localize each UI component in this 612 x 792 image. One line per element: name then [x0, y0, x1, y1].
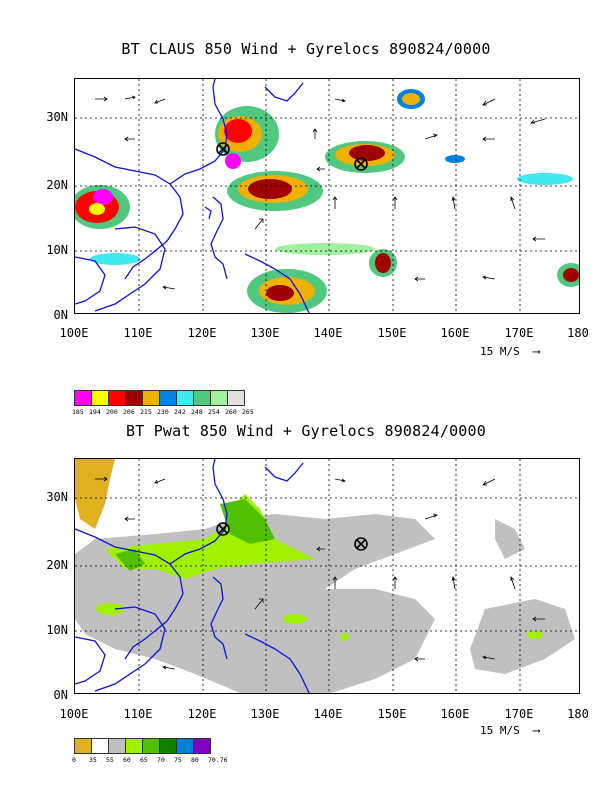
- top-lon-180: 180: [567, 326, 589, 340]
- bottom-lat-0n: 0N: [53, 688, 68, 702]
- bottom-lat-10n: 10N: [46, 623, 68, 637]
- top-reference-vector: 15 M/S ⟶: [480, 345, 540, 358]
- colorbar-swatch: [193, 390, 211, 406]
- colorbar-swatch: [74, 738, 92, 754]
- top-lon-140e: 140E: [313, 326, 343, 340]
- colorbar-tick-label: 185: [72, 408, 84, 416]
- colorbar-swatch: [125, 390, 143, 406]
- grid-lines: [75, 79, 579, 313]
- top-lon-170e: 170E: [504, 326, 534, 340]
- bottom-lon-130e: 130E: [250, 707, 280, 721]
- bottom-map: [74, 458, 580, 694]
- ref-arrow-icon: ⟶: [526, 724, 540, 737]
- colorbar-tick-label: 35: [89, 756, 97, 764]
- bottom-lon-140e: 140E: [313, 707, 343, 721]
- bottom-lon-150e: 150E: [377, 707, 407, 721]
- pwat-fill: [75, 459, 575, 693]
- top-lon-130e: 130E: [250, 326, 280, 340]
- top-lon-160e: 160E: [440, 326, 470, 340]
- colorbar-swatch: [125, 738, 143, 754]
- colorbar-tick-label: 260: [225, 408, 237, 416]
- bottom-lon-120e: 120E: [187, 707, 217, 721]
- colorbar-tick-label: 242: [174, 408, 186, 416]
- colorbar-tick-label: 194: [89, 408, 101, 416]
- top-lat-20n: 20N: [46, 178, 68, 192]
- colorbar-tick-label: 265: [242, 408, 254, 416]
- coastlines: [75, 79, 310, 313]
- colorbar-tick-label: 0: [72, 756, 76, 764]
- top-lon-110e: 110E: [123, 326, 153, 340]
- wind-vectors: [95, 476, 545, 670]
- colorbar-swatch: [193, 738, 211, 754]
- bottom-lon-110e: 110E: [123, 707, 153, 721]
- top-lat-30n: 30N: [46, 110, 68, 124]
- colorbar-tick-label: 65: [140, 756, 148, 764]
- ref-arrow-icon: ⟶: [526, 345, 540, 358]
- colorbar-swatch: [176, 390, 194, 406]
- bottom-reference-vector: 15 M/S ⟶: [480, 724, 540, 737]
- colorbar-tick-label: 200: [106, 408, 118, 416]
- top-lat-10n: 10N: [46, 243, 68, 257]
- colorbar-tick-label: 55: [106, 756, 114, 764]
- bottom-colorbar: [74, 738, 211, 754]
- colorbar-swatch: [159, 390, 177, 406]
- top-panel-title: BT CLAUS 850 Wind + Gyrelocs 890824/0000: [121, 40, 491, 58]
- bottom-lat-20n: 20N: [46, 558, 68, 572]
- wind-vectors: [95, 95, 546, 290]
- colorbar-tick-label: 70.76: [208, 756, 228, 764]
- bottom-ref-vector-label: 15 M/S: [480, 724, 520, 737]
- colorbar-swatch: [227, 390, 245, 406]
- coastlines: [75, 459, 310, 693]
- colorbar-swatch: [142, 738, 160, 754]
- grid-lines: [75, 459, 579, 693]
- colorbar-tick-label: 254: [208, 408, 220, 416]
- colorbar-swatch: [91, 390, 109, 406]
- colorbar-swatch: [176, 738, 194, 754]
- top-colorbar: [74, 390, 245, 406]
- top-lon-150e: 150E: [377, 326, 407, 340]
- gyre-location-markers: [216, 522, 368, 551]
- cloud-blobs: [75, 89, 579, 313]
- bottom-panel-title: BT Pwat 850 Wind + Gyrelocs 890824/0000: [126, 422, 486, 440]
- bottom-lon-160e: 160E: [440, 707, 470, 721]
- bottom-lat-30n: 30N: [46, 490, 68, 504]
- bottom-lon-180: 180: [567, 707, 589, 721]
- colorbar-tick-label: 215: [140, 408, 152, 416]
- colorbar-tick-label: 75: [174, 756, 182, 764]
- bottom-lon-170e: 170E: [504, 707, 534, 721]
- colorbar-swatch: [74, 390, 92, 406]
- top-lat-0n: 0N: [53, 308, 68, 322]
- bottom-lon-100e: 100E: [59, 707, 89, 721]
- gyre-location-markers: [216, 142, 368, 171]
- colorbar-tick-label: 230: [157, 408, 169, 416]
- colorbar-tick-label: 206: [123, 408, 135, 416]
- colorbar-tick-label: 248: [191, 408, 203, 416]
- top-map: [74, 78, 580, 314]
- top-lon-120e: 120E: [187, 326, 217, 340]
- colorbar-tick-label: 60: [123, 756, 131, 764]
- colorbar-swatch: [210, 390, 228, 406]
- colorbar-swatch: [142, 390, 160, 406]
- top-lon-100e: 100E: [59, 326, 89, 340]
- colorbar-swatch: [108, 390, 126, 406]
- colorbar-tick-label: 70: [157, 756, 165, 764]
- colorbar-swatch: [108, 738, 126, 754]
- top-ref-vector-label: 15 M/S: [480, 345, 520, 358]
- colorbar-tick-label: 80: [191, 756, 199, 764]
- colorbar-swatch: [159, 738, 177, 754]
- colorbar-swatch: [91, 738, 109, 754]
